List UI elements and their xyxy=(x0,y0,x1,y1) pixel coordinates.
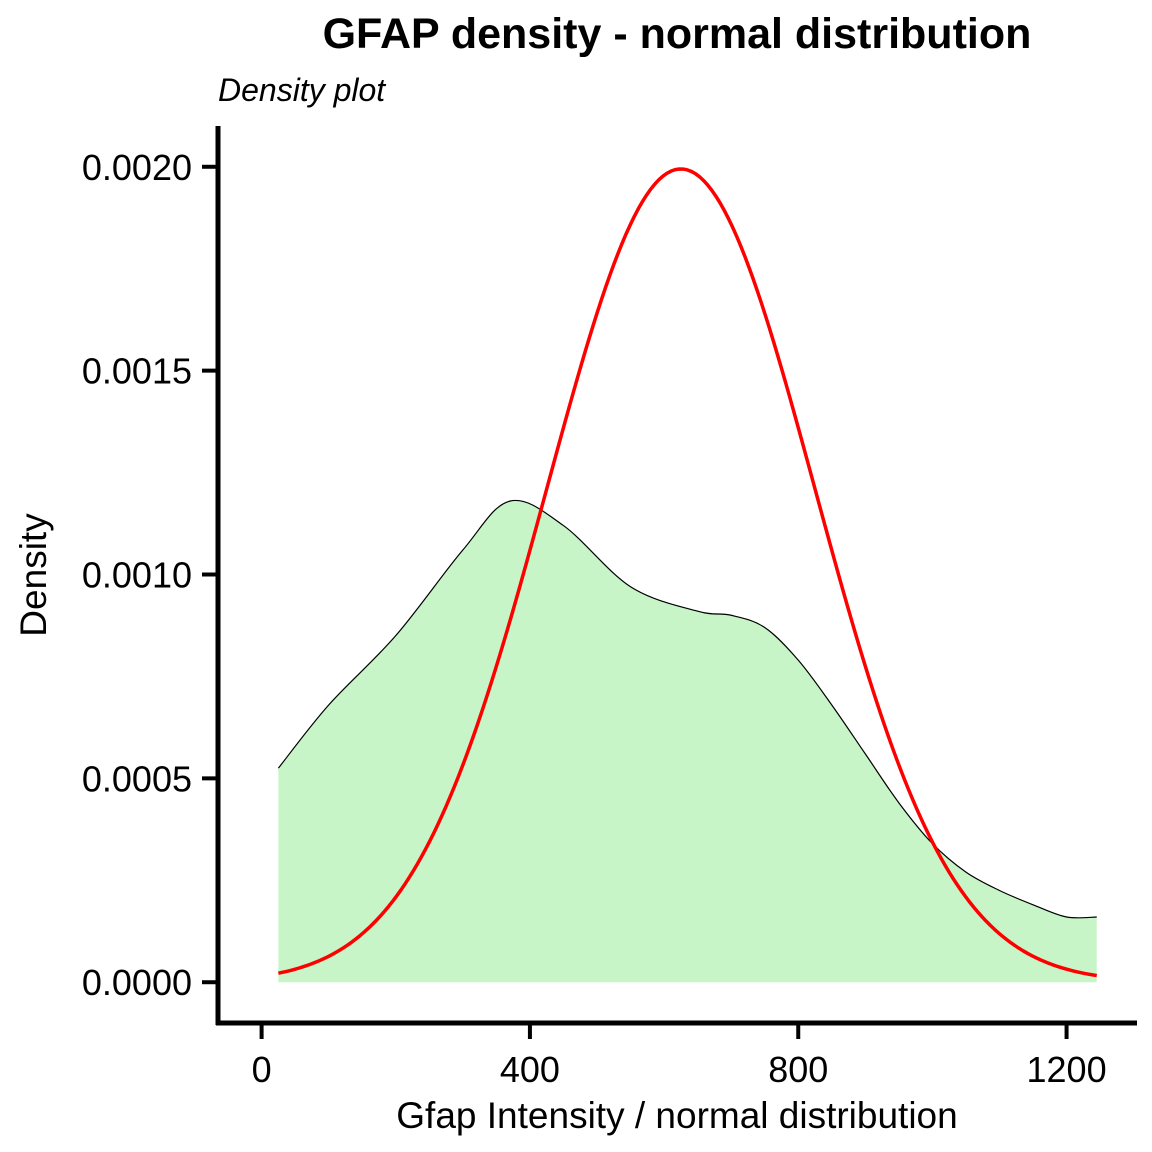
y-axis-title: Density xyxy=(13,513,54,637)
y-tick-label: 0.0000 xyxy=(82,962,192,1003)
chart-title: GFAP density - normal distribution xyxy=(323,10,1032,58)
y-tick-label: 0.0020 xyxy=(82,147,192,188)
x-tick-label: 0 xyxy=(252,1049,272,1090)
x-tick-label: 1200 xyxy=(1027,1049,1107,1090)
density-area-fill xyxy=(278,500,1097,983)
plot-area xyxy=(277,167,1098,983)
x-axis-ticks: 0 400 800 1200 xyxy=(252,1023,1107,1090)
x-axis-title: Gfap Intensity / normal distribution xyxy=(396,1095,957,1136)
y-tick-label: 0.0010 xyxy=(82,555,192,596)
x-tick-label: 400 xyxy=(500,1049,560,1090)
y-tick-label: 0.0015 xyxy=(82,351,192,392)
density-outline xyxy=(277,499,1097,919)
normal-distribution-curve xyxy=(278,167,1098,978)
chart-subtitle: Density plot xyxy=(218,72,386,108)
y-axis-ticks: 0.0000 0.0005 0.0010 0.0015 0.0020 xyxy=(82,147,218,1003)
y-tick-label: 0.0005 xyxy=(82,758,192,799)
x-tick-label: 800 xyxy=(768,1049,828,1090)
